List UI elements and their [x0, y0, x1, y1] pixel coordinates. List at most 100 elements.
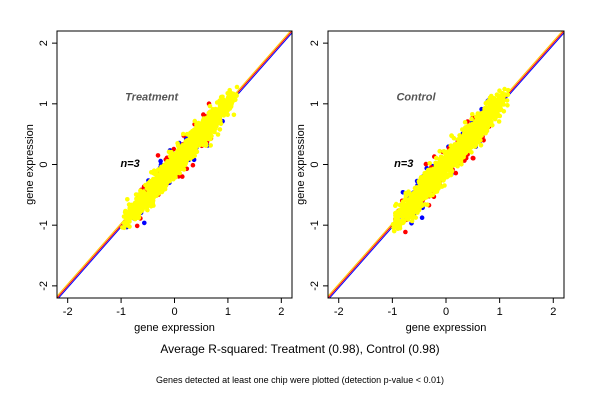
data-point — [486, 106, 492, 111]
data-point — [448, 143, 454, 148]
data-point — [418, 176, 424, 181]
data-point — [230, 97, 235, 103]
data-point — [154, 185, 159, 191]
data-point — [450, 153, 455, 158]
data-point — [470, 112, 475, 117]
data-point — [426, 187, 431, 193]
data-point — [209, 133, 214, 139]
data-point — [403, 206, 409, 211]
data-point — [476, 131, 482, 137]
data-point — [397, 209, 403, 215]
data-point — [393, 213, 398, 218]
data-point — [142, 194, 148, 200]
scatter-panel-1: -2 -1 0 1 2 -2 -1 0 1 2 gene expression gene expres… — [24, 30, 293, 334]
y-tick-label: 0 — [38, 161, 50, 167]
data-point — [223, 108, 228, 113]
data-point — [469, 116, 474, 122]
data-point — [438, 154, 444, 160]
data-point — [212, 115, 217, 120]
data-point — [442, 161, 447, 167]
data-point — [121, 225, 127, 231]
data-point — [475, 111, 481, 116]
data-point — [449, 157, 454, 163]
data-point — [181, 147, 186, 153]
data-point — [228, 103, 233, 108]
data-point — [505, 103, 510, 108]
x-axis-title: gene expression — [134, 322, 215, 334]
data-point — [159, 166, 165, 172]
data-point — [487, 114, 493, 119]
data-point — [491, 108, 497, 114]
data-point — [134, 199, 139, 204]
x-tick-label: 0 — [171, 306, 177, 318]
data-point — [150, 200, 156, 206]
y-tick-label: 0 — [309, 161, 321, 167]
data-point — [167, 161, 172, 167]
data-point — [476, 121, 482, 126]
x-tick-label: -2 — [334, 306, 344, 318]
caption-r-squared: Average R-squared: Treatment (0.98), Con… — [160, 342, 440, 356]
data-point — [495, 108, 501, 113]
panel-label: Treatment — [125, 91, 179, 103]
data-point — [403, 229, 408, 235]
data-point — [185, 151, 191, 156]
data-point — [502, 86, 507, 92]
data-point — [164, 174, 169, 179]
data-point — [215, 117, 221, 123]
data-point — [504, 98, 510, 103]
data-point — [400, 199, 406, 204]
data-point — [169, 149, 174, 155]
data-point — [201, 116, 207, 121]
data-point — [469, 132, 475, 137]
data-point — [432, 180, 437, 185]
data-point — [489, 99, 495, 105]
data-point — [468, 143, 473, 148]
data-point — [204, 128, 209, 134]
data-point — [155, 153, 161, 158]
data-point — [395, 221, 401, 227]
data-point — [455, 163, 460, 169]
data-point — [457, 146, 463, 152]
data-point — [184, 142, 189, 147]
plot-area — [328, 31, 564, 298]
data-point — [142, 220, 147, 226]
data-point — [403, 212, 409, 217]
data-point — [413, 207, 418, 213]
data-point — [140, 191, 146, 197]
data-point — [230, 91, 236, 97]
data-point — [471, 155, 476, 161]
data-point — [199, 129, 205, 134]
data-point — [419, 195, 425, 200]
y-tick-label: -2 — [38, 281, 50, 291]
data-point — [503, 92, 509, 97]
data-point — [190, 136, 196, 141]
data-point — [208, 109, 213, 114]
data-point — [139, 199, 144, 204]
series-3-points — [120, 84, 240, 231]
data-point — [171, 146, 177, 152]
data-point — [231, 112, 237, 118]
data-point — [419, 215, 425, 220]
data-point — [203, 137, 209, 142]
data-point — [501, 102, 506, 107]
data-point — [496, 119, 502, 124]
data-point — [218, 104, 224, 110]
data-point — [444, 149, 450, 155]
data-point — [494, 113, 500, 119]
data-point — [148, 189, 154, 194]
y-tick-label: 1 — [309, 101, 321, 107]
y-tick-label: 1 — [38, 101, 50, 107]
data-point — [393, 203, 398, 208]
y-tick-label: -2 — [309, 281, 321, 291]
data-point — [192, 145, 198, 151]
y-tick-label: 2 — [309, 40, 321, 46]
y-axis-title: gene expression — [24, 124, 36, 205]
data-point — [190, 130, 195, 136]
data-point — [391, 228, 397, 234]
data-point — [419, 203, 425, 208]
data-point — [163, 183, 169, 188]
data-point — [190, 154, 195, 160]
data-point — [462, 141, 468, 146]
data-point — [462, 120, 468, 125]
data-point — [125, 197, 130, 202]
